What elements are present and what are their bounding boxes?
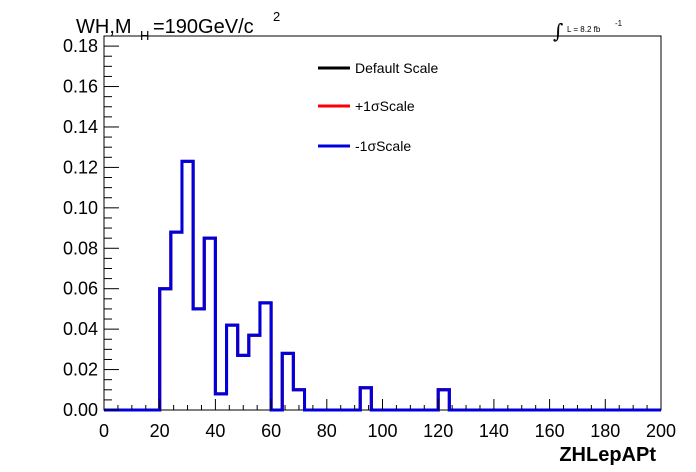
- legend-label-minus1sigma: -1σScale: [355, 138, 411, 154]
- x-tick-label: 40: [205, 421, 225, 441]
- x-axis-label: ZHLepAPt: [559, 444, 656, 466]
- y-tick-label: 0.12: [63, 157, 98, 177]
- y-tick-label: 0.02: [63, 360, 98, 380]
- y-tick-label: 0.08: [63, 238, 98, 258]
- chart-title-superscript: 2: [273, 9, 280, 24]
- lumi-text: L = 8.2 fb: [567, 25, 601, 34]
- y-tick-label: 0.10: [63, 198, 98, 218]
- x-tick-label: 140: [479, 421, 509, 441]
- x-tick-label: 20: [150, 421, 170, 441]
- x-tick-label: 180: [590, 421, 620, 441]
- y-tick-label: 0.06: [63, 279, 98, 299]
- chart-title-subscript: H: [140, 28, 149, 43]
- lumi-integral-sign: ∫: [553, 19, 563, 43]
- y-tick-label: 0.14: [63, 117, 98, 137]
- y-tick-label: 0.04: [63, 319, 98, 339]
- lumi-superscript: -1: [615, 19, 623, 28]
- series-default-scale-line: [104, 159, 661, 412]
- x-tick-label: 0: [99, 421, 109, 441]
- y-tick-label: 0.16: [63, 77, 98, 97]
- series-plus1sigma-line: [104, 159, 661, 412]
- y-tick-label: 0.18: [63, 36, 98, 56]
- legend-label-plus1sigma: +1σScale: [355, 98, 415, 114]
- legend-label-default: Default Scale: [355, 60, 438, 76]
- chart-title-main: WH,M: [76, 16, 132, 38]
- chart-title-rest: =190GeV/c: [153, 16, 254, 38]
- x-tick-label: 160: [535, 421, 565, 441]
- x-tick-label: 80: [317, 421, 337, 441]
- plot-frame: [103, 35, 662, 411]
- x-tick-label: 200: [646, 421, 676, 441]
- legend: Default Scale +1σScale -1σScale: [318, 60, 438, 154]
- x-tick-label: 120: [423, 421, 453, 441]
- y-tick-label: 0.00: [63, 400, 98, 420]
- x-tick-label: 100: [367, 421, 397, 441]
- series-minus1sigma-line: [104, 159, 661, 412]
- x-tick-label: 60: [261, 421, 281, 441]
